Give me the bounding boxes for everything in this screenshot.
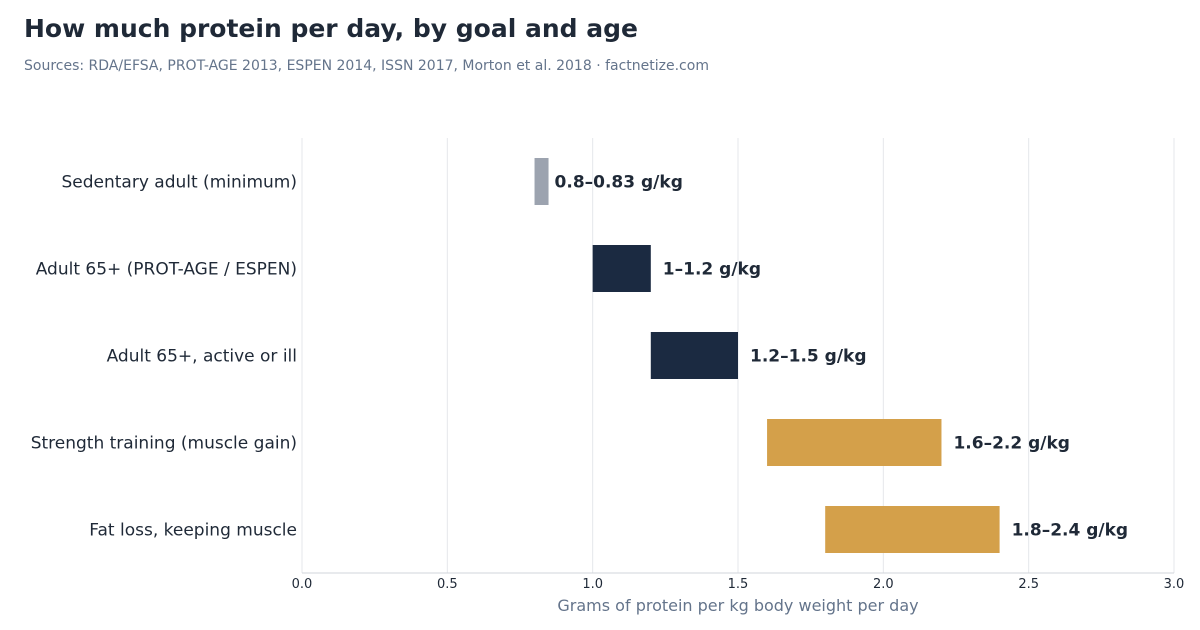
x-tick-label: 1.5: [728, 577, 749, 592]
category-label: Adult 65+, active or ill: [107, 347, 297, 367]
category-label: Sedentary adult (minimum): [61, 173, 297, 193]
x-tick-label: 3.0: [1164, 577, 1185, 592]
value-label: 1–1.2 g/kg: [663, 260, 761, 280]
x-tick-label: 0.0: [292, 577, 313, 592]
category-label: Adult 65+ (PROT-AGE / ESPEN): [36, 260, 297, 280]
range-bar: [650, 332, 738, 379]
x-tick-label: 1.0: [582, 577, 603, 592]
chart-subtitle: Sources: RDA/EFSA, PROT-AGE 2013, ESPEN …: [24, 58, 709, 74]
range-bar: [592, 245, 651, 292]
bars: [534, 158, 1000, 553]
chart-title: How much protein per day, by goal and ag…: [24, 14, 638, 43]
gridlines: [301, 138, 1175, 573]
value-label: 0.8–0.83 g/kg: [555, 173, 683, 193]
labels: 0.0 0.5 1.0 1.5 2.0 2.5 3.0 Sedentary adult (mi…: [31, 173, 1185, 593]
value-label: 1.6–2.2 g/kg: [953, 434, 1070, 454]
value-label: 1.8–2.4 g/kg: [1012, 521, 1129, 541]
category-label: Fat loss, keeping muscle: [89, 521, 297, 541]
range-bar: [767, 419, 942, 466]
x-tick-label: 2.5: [1018, 577, 1039, 592]
range-bar: [534, 158, 549, 205]
value-label: 1.2–1.5 g/kg: [750, 347, 867, 367]
x-tick-label: 2.0: [873, 577, 894, 592]
x-tick-label: 0.5: [437, 577, 458, 592]
range-bar: [825, 506, 1000, 553]
x-axis-title: Grams of protein per kg body weight per …: [557, 596, 918, 615]
category-label: Strength training (muscle gain): [31, 434, 297, 454]
